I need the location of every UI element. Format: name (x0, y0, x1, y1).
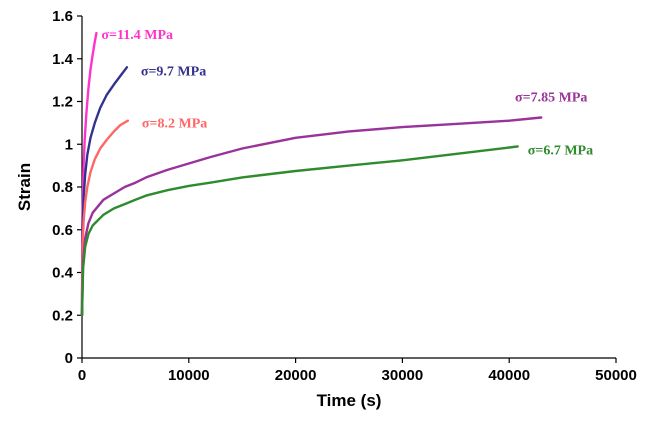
x-tick-label: 10000 (168, 367, 210, 384)
x-tick-label: 30000 (382, 367, 424, 384)
y-tick-label: 0.8 (52, 179, 73, 196)
series-label: σ=8.2 MPa (142, 117, 207, 132)
y-tick-label: 0.4 (52, 265, 74, 282)
y-tick-label: 1.4 (52, 51, 74, 68)
x-tick-label: 0 (78, 367, 86, 384)
x-axis-title: Time (s) (317, 391, 382, 410)
series-line (80, 66, 129, 317)
series-line (80, 145, 519, 317)
series-line (80, 119, 130, 317)
x-tick-label: 40000 (488, 367, 530, 384)
series-labels: σ=11.4 MPa σ=9.7 MPa σ=8.2 MPa σ=7.85 MPa σ=… (101, 28, 593, 158)
series-label: σ=9.7 MPa (141, 64, 206, 79)
y-tick-label: 1.2 (52, 94, 73, 111)
series-line (80, 116, 543, 317)
y-tick-label: 0 (65, 350, 73, 367)
y-tick-label: 0.6 (52, 222, 73, 239)
series-label: σ=7.85 MPa (515, 91, 587, 106)
y-tick-label: 1 (65, 136, 73, 153)
series-label: σ=11.4 MPa (101, 28, 173, 43)
x-tick-label: 50000 (595, 367, 637, 384)
y-tick-label: 1.6 (52, 8, 73, 25)
x-axis-ticks: 0 10000 20000 30000 40000 50000 (78, 358, 637, 384)
y-tick-label: 0.2 (52, 307, 73, 324)
y-axis-ticks: 0 0.2 0.4 0.6 0.8 1 1.2 1.4 1.6 (52, 8, 82, 367)
y-axis-title: Strain (15, 163, 34, 211)
x-tick-label: 20000 (275, 367, 317, 384)
series-lines (80, 31, 543, 317)
series-label: σ=6.7 MPa (528, 143, 593, 158)
